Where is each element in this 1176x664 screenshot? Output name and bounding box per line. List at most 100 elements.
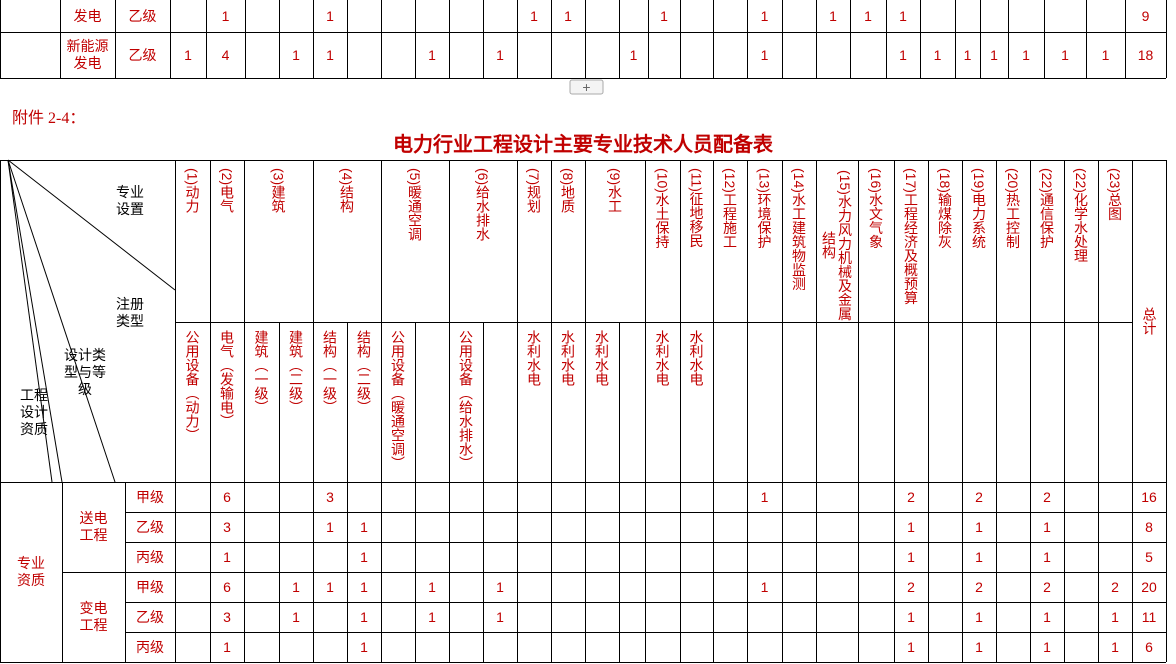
row-grade: 丙级 [136,548,164,565]
cell-value: 1 [864,7,872,24]
row-grade: 乙级 [136,608,164,625]
cell-value: 1 [760,578,769,595]
specialty-header: (8)地质 [560,168,576,214]
cell-value: 1 [221,7,230,24]
corner-label: 注册类型 [116,296,144,329]
cell-value: 1 [428,46,436,63]
cell-value: 1 [1111,608,1119,625]
cell-value: 1 [360,638,368,655]
cell-value: 2 [1043,578,1051,595]
registration-header: 水利水电 [560,330,576,386]
row-category: 新能源发电 [66,38,109,71]
attachment-label: 附件 2-4： [12,109,86,127]
row-total: 16 [1141,488,1157,505]
cell-value: 1 [496,46,504,63]
specialty-header: (14)水工建筑物监测 [791,168,807,291]
specialty-header: (22)通信保护 [1039,168,1055,249]
cell-value: 1 [496,578,504,595]
cell-value: 1 [360,608,368,625]
row-total: 8 [1145,518,1153,535]
cell-value: 1 [428,608,436,625]
specialty-header: (20)热工控制 [1005,168,1021,249]
specialty-header: (1)动力 [184,168,201,214]
row-grade: 乙级 [128,7,157,24]
cell-value: 1 [564,7,572,24]
row-total: 9 [1141,7,1150,24]
cell-value: 1 [223,548,231,565]
row-total: 18 [1137,46,1154,63]
specialty-header: (7)规划 [526,168,542,214]
cell-value: 1 [933,46,942,63]
corner-label: 工程设计资质 [20,386,48,437]
specialty-header: (3)建筑 [270,168,287,214]
specialty-header: (11)征地移民 [688,168,705,248]
registration-header: 建筑（二级） [288,330,304,414]
cell-value: 1 [907,518,915,535]
cell-value: 1 [1111,638,1119,655]
cell-value: 2 [975,488,983,505]
cell-value: 1 [326,578,334,595]
cell-value: 1 [1043,518,1051,535]
registration-header: 公用设备（动力） [184,330,201,442]
cell-value: 1 [975,638,983,655]
cell-value: 1 [963,46,972,63]
cell-value: 6 [223,578,231,595]
cell-value: 1 [907,638,915,655]
qualification-label: 专业资质 [17,555,45,588]
corner-diagonal [7,159,116,483]
cell-value: 6 [223,488,231,505]
cell-value: 1 [292,578,300,595]
cell-value: 1 [326,7,334,24]
row-grade: 乙级 [128,46,157,63]
registration-header: 公用设备（暖通空调） [390,330,406,470]
cell-value: 1 [360,518,368,535]
cell-value: 1 [428,578,436,595]
cell-value: 2 [975,578,983,595]
cell-value: 1 [975,518,983,535]
registration-header: 水利水电 [688,330,705,386]
cell-value: 2 [907,488,915,505]
cell-value: 1 [975,548,983,565]
cell-value: 1 [760,7,769,24]
row-total: 11 [1141,608,1157,625]
cell-value: 1 [1043,638,1051,655]
specialty-header: (18)输煤除灰 [937,168,953,249]
specialty-header: (5)暖通空调 [407,168,423,242]
specialty-header: (2)电气 [219,168,235,214]
expand-button-frame[interactable] [569,79,604,95]
cell-value: 1 [292,46,300,63]
specialty-header: (17)工程经济及概预算 [903,168,919,305]
row-total: 5 [1145,548,1153,565]
cell-value: 1 [326,518,334,535]
registration-header: 水利水电 [526,330,542,386]
specialty-header: (15)水力风力机械及金属结构 [821,169,853,321]
corner-diagonal [7,159,176,291]
expand-button[interactable]: + [582,78,591,95]
cell-value: 1 [1061,46,1069,63]
cell-value: 1 [223,638,231,655]
specialty-header: (23)总图 [1107,168,1123,221]
cell-value: 1 [1101,46,1110,63]
cell-value: 1 [1043,608,1051,625]
corner-diagonal [7,159,53,483]
specialty-header: (16)水文气象 [868,168,884,249]
cell-value: 1 [760,488,769,505]
cell-value: 1 [530,7,538,24]
table-title: 电力行业工程设计主要专业技术人员配备表 [393,133,773,156]
registration-header: 结构（二级） [356,330,372,414]
cell-value: 1 [907,608,915,625]
row-grade: 乙级 [136,518,164,535]
cell-value: 1 [629,46,638,63]
cell-value: 1 [360,548,368,565]
cell-value: 1 [760,46,769,63]
cell-value: 4 [221,46,230,63]
registration-header: 电气（发输电） [219,330,235,428]
specialty-header: (13)环境保护 [756,168,773,249]
row-grade: 甲级 [136,488,164,505]
cell-value: 2 [907,578,915,595]
cell-value: 1 [975,608,983,625]
corner-diagonal [7,159,63,483]
specialty-header: (10)水土保持 [654,168,671,249]
row-grade: 甲级 [136,578,164,595]
cell-value: 1 [184,46,192,63]
